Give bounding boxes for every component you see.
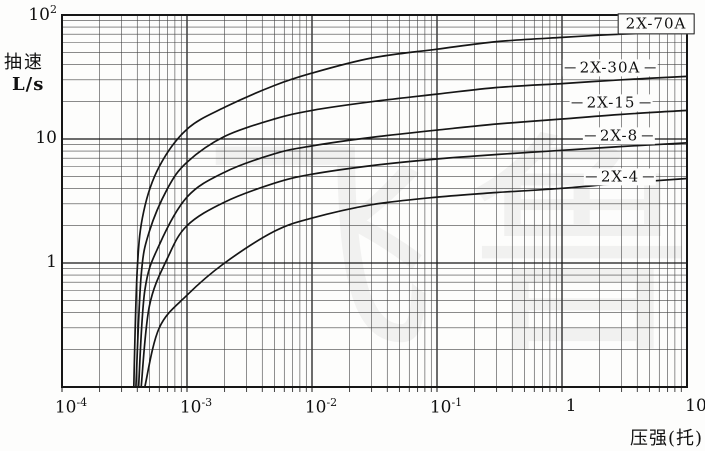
x-tick-label: 10: [685, 396, 705, 416]
y-tick-label: 10: [35, 128, 57, 148]
curve-label-text: 2X-70A: [625, 14, 687, 33]
curve-label-2x-70a: 2X-70A: [617, 13, 695, 35]
y-tick-label: 102: [28, 3, 57, 25]
curve-label-2x-4: 2X-4: [583, 167, 657, 186]
pumping-speed-curve-2x-15: [137, 109, 688, 388]
label-leader-dash: [584, 135, 596, 137]
curve-label-text: 2X-15: [586, 93, 636, 112]
pumping-speed-curve-2x-30a: [135, 75, 688, 388]
plot-border: [61, 14, 688, 388]
y-tick-label: 1: [46, 252, 57, 272]
curve-label-2x-8: 2X-8: [582, 126, 656, 145]
label-leader-dash: [585, 176, 597, 178]
curve-label-text: 2X-30A: [579, 58, 641, 77]
pumping-speed-curve-2x-70a: [132, 31, 688, 388]
pumping-speed-curve-2x-8: [140, 142, 688, 388]
label-leader-dash: [644, 67, 656, 69]
curve-label-text: 2X-4: [600, 167, 640, 186]
curve-label-2x-30a: 2X-30A: [562, 58, 658, 77]
watermark-glyph: 飞: [200, 113, 435, 386]
label-leader-dash: [639, 102, 651, 104]
label-leader-dash: [642, 135, 654, 137]
x-tick-label: 10-3: [179, 396, 213, 418]
x-tick-label: 10-4: [54, 396, 88, 418]
x-axis-title: 压强(托): [630, 428, 704, 449]
x-tick-label: 10-1: [429, 396, 463, 418]
y-axis-unit-label: L/s: [12, 74, 45, 95]
curve-label-text: 2X-8: [599, 126, 639, 145]
y-axis-title: 抽速: [4, 52, 44, 73]
pumping-speed-curve-2x-4: [143, 177, 688, 388]
x-tick-label: 10-2: [304, 396, 338, 418]
x-tick-label: 1: [565, 396, 577, 416]
label-leader-dash: [564, 67, 576, 69]
curve-label-2x-15: 2X-15: [569, 93, 653, 112]
label-leader-dash: [571, 102, 583, 104]
label-leader-dash: [643, 176, 655, 178]
